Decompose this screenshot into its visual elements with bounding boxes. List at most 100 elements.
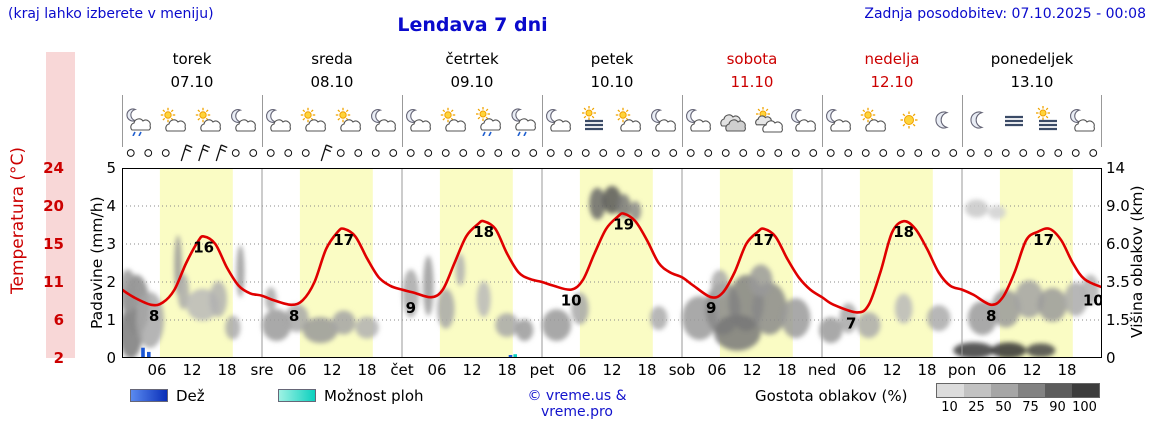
precip-tick: 5 (106, 159, 116, 177)
moon-cloud-icon (230, 109, 256, 132)
cloud-tick: 6.0 (1106, 235, 1130, 253)
showers-legend-swatch (278, 389, 316, 402)
temperature-axis-strip (46, 52, 75, 358)
cloud-cover-circle (1071, 149, 1080, 157)
day-icons (682, 95, 822, 147)
hour-label: 06 (847, 361, 867, 379)
rain-bars (141, 347, 517, 358)
sun-cloud-icon (195, 107, 221, 132)
menu-hint: (kraj lahko izberete v meniju) (8, 6, 214, 22)
sun-cloud-icon (615, 107, 641, 132)
moon-cloud-icon (546, 109, 572, 132)
density-scale-cell (937, 384, 964, 397)
day-name: sreda (311, 50, 353, 68)
day-icons (122, 95, 262, 147)
cloud-tick: 3.5 (1106, 273, 1130, 291)
hour-label: 18 (637, 361, 657, 379)
cloud-cover-circle (1036, 149, 1045, 157)
day-date: 07.10 (170, 73, 214, 91)
cloud-cover-circle (1019, 149, 1028, 157)
hour-label: 06 (707, 361, 727, 379)
sun-icon (900, 111, 918, 129)
sun-cloud-icon (860, 107, 887, 132)
moon-cloud-icon (790, 109, 816, 132)
moon-cloud-icon (1069, 109, 1095, 132)
temperature-label: 9 (706, 299, 716, 317)
day-date: 13.10 (1010, 73, 1054, 91)
hour-label: 12 (882, 361, 902, 379)
cloud-cover-circle (441, 149, 450, 157)
hour-label: 12 (182, 361, 202, 379)
moon-cloud-drizzle-icon (511, 108, 536, 136)
temperature-label: 8 (149, 307, 159, 325)
day-header: ponedeljek 13.10 (962, 50, 1102, 91)
day-icons (262, 95, 402, 147)
temp-tick: 20 (43, 197, 64, 215)
precip-tick: 4 (106, 197, 116, 215)
cloud-cover-circle (739, 149, 748, 157)
day-icons (402, 95, 542, 147)
cloud-cover-circle (354, 149, 363, 157)
density-scale-cell (1018, 384, 1045, 397)
cloud-cover-circle (791, 149, 800, 157)
cloud-cover-circle (984, 149, 993, 157)
weather-icon-band (122, 95, 1103, 147)
day-header: nedelja 12.10 (822, 50, 962, 91)
fog-sun-icon (1036, 106, 1058, 131)
cloud-layers (122, 185, 1100, 358)
cloud-cover-circle (266, 149, 275, 157)
cloud-cover-circle (1054, 149, 1063, 157)
cloud-density-scale (936, 383, 1100, 398)
day-headers: torek 07.10 sreda 08.10 četrtek 09.10 petek 10.… (122, 50, 1102, 91)
cloud-density-label: Gostota oblakov (%) (755, 387, 908, 405)
density-scale-cell (991, 384, 1018, 397)
day-date: 11.10 (730, 73, 774, 91)
cloud-cover-circle (494, 149, 503, 157)
hour-label: 12 (602, 361, 622, 379)
temperature-label: 17 (333, 231, 354, 249)
day-abbrev-label: sob (668, 361, 696, 379)
temperature-label: 16 (193, 238, 214, 256)
cloud-cover-circle (336, 149, 345, 157)
day-header: sobota 11.10 (682, 50, 822, 91)
cloud-tick: 0 (1106, 349, 1116, 367)
day-name: sobota (726, 50, 778, 68)
cloud-cover-circle (844, 149, 853, 157)
precip-tick: 0 (106, 349, 116, 367)
cloud-cover-circle (634, 149, 643, 157)
cloud-tick: 14 (1106, 159, 1126, 177)
cloud-density-scale-values: 10 25 50 75 90 100 (936, 400, 1098, 415)
temperature-label: 10 (1083, 292, 1102, 310)
x-axis-labels: 06 12 18 sre 06 12 18 čet 06 12 18 pet 06 12 18 sob 06 12… (0, 361, 1152, 381)
temperature-label: 18 (893, 223, 914, 241)
day-icons (542, 95, 682, 147)
sun-cloud-icon (300, 107, 327, 132)
temperature-label: 10 (561, 292, 582, 310)
day-date: 12.10 (870, 73, 914, 91)
moon-cloud-icon (650, 109, 676, 132)
day-header: petek 10.10 (542, 50, 682, 91)
rain-legend-label: Dež (176, 387, 205, 405)
precip-tick: 2 (106, 273, 116, 291)
day-header: sreda 08.10 (262, 50, 402, 91)
cloud-cover-circle (284, 149, 293, 157)
cloud-tick: 9.0 (1106, 197, 1130, 215)
cloud-cover-circle (914, 149, 923, 157)
cloud-cover-circle (564, 149, 573, 157)
cloud-cover-circle (249, 149, 258, 157)
cloud-cover-circle (756, 149, 765, 157)
temp-tick: 2 (53, 349, 64, 367)
cloud-cover-circle (529, 149, 538, 157)
meteogram-chart: 8 16 8 17 9 18 10 19 9 17 7 18 8 17 10 (122, 168, 1102, 358)
day-abbrev-label: sre (250, 361, 274, 379)
cloud-cover-circle (1001, 149, 1010, 157)
showers-legend-label: Možnost ploh (324, 387, 424, 405)
cloud-cover-circle (371, 149, 380, 157)
temp-tick: 11 (43, 273, 64, 291)
cloud-cover-circle (389, 149, 398, 157)
copyright-link[interactable]: © vreme.us & vreme.pro (527, 388, 627, 420)
day-header: četrtek 09.10 (402, 50, 542, 91)
moon-cloud-icon (826, 109, 852, 132)
moon-icon (935, 111, 949, 129)
